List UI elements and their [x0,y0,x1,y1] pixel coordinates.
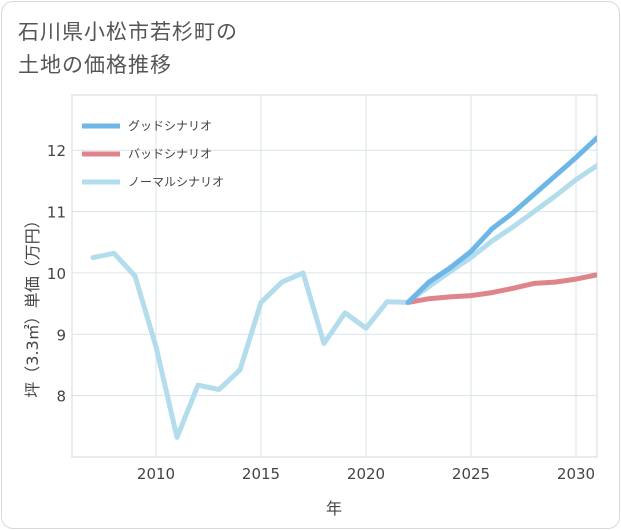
y-tick-label: 10 [47,265,66,283]
x-tick-label: 2020 [347,465,385,483]
y-tick-label: 8 [56,388,66,406]
series-lines [90,135,597,440]
plot-area [71,94,598,458]
y-tick-label: 11 [47,204,66,222]
x-axis-title: 年 [326,499,342,518]
y-axis-ticks: 8 9 10 11 12 [47,142,66,405]
y-axis-title: 坪（3.3㎡）単価（万円） [23,212,42,397]
grid-lines [72,95,597,457]
series-line-1 [405,272,597,305]
y-tick-label: 9 [56,326,66,344]
x-axis-ticks: 2010 2015 2020 2025 2030 [137,465,595,483]
chart-title: 石川県小松市若杉町の 土地の価格推移 [18,20,238,77]
series-line-0 [405,135,597,305]
legend-label: バッドシナリオ [128,147,212,161]
series-line-2 [90,163,597,440]
legend-label: グッドシナリオ [128,119,212,133]
x-tick-label: 2025 [452,465,490,483]
x-tick-label: 2015 [242,465,280,483]
x-tick-label: 2030 [557,465,595,483]
y-tick-label: 12 [47,142,66,160]
x-tick-label: 2010 [137,465,175,483]
legend-label: ノーマルシナリオ [128,175,224,189]
